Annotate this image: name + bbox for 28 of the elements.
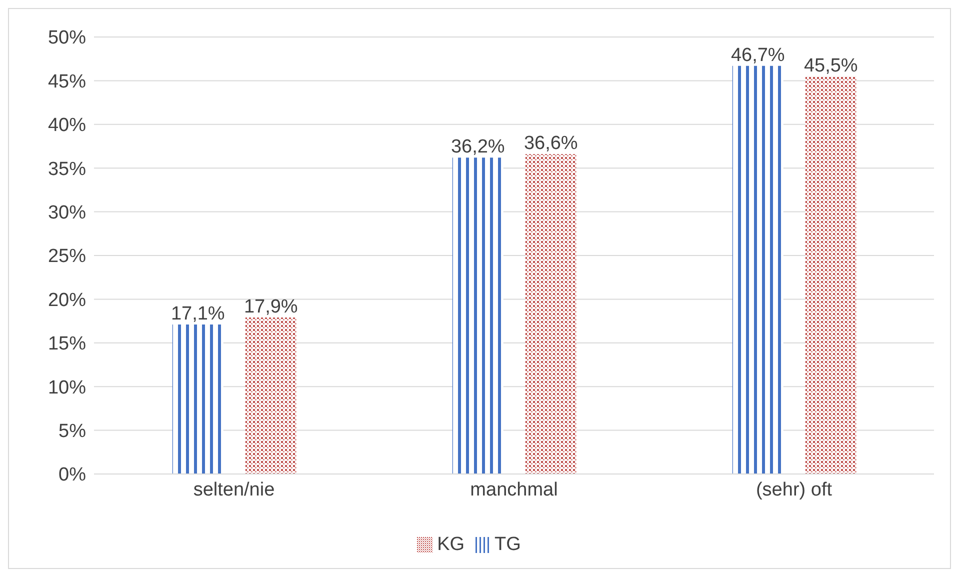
bar (525, 154, 576, 474)
y-tick-label: 15% (48, 334, 86, 355)
y-tick-label: 0% (58, 464, 86, 486)
y-tick-label: 10% (48, 377, 86, 398)
y-tick-label: 5% (58, 421, 86, 442)
x-tick-label: (sehr) oft (756, 479, 833, 500)
legend-label: TG (494, 534, 521, 555)
bar (805, 76, 856, 474)
y-tick-label: 35% (48, 158, 86, 180)
bar (245, 318, 296, 474)
data-label: 17,1% (170, 304, 225, 325)
y-tick-label: 25% (48, 246, 86, 268)
data-label: 36,6% (524, 133, 578, 154)
bar (452, 158, 504, 474)
bar (172, 324, 224, 474)
y-tick-label: 30% (48, 202, 86, 224)
y-tick-label: 45% (48, 71, 86, 92)
x-tick-label: selten/nie (193, 479, 275, 500)
y-tick-label: 40% (48, 115, 86, 136)
data-label: 36,2% (450, 136, 505, 158)
legend-label: KG (437, 534, 465, 555)
data-label: 17,9% (244, 296, 298, 318)
bar (732, 66, 784, 474)
y-tick-label: 20% (48, 290, 86, 311)
y-tick-label: 50% (48, 28, 86, 49)
data-label: 46,7% (730, 44, 785, 66)
x-tick-label: manchmal (470, 479, 558, 500)
data-label: 45,5% (804, 55, 858, 76)
